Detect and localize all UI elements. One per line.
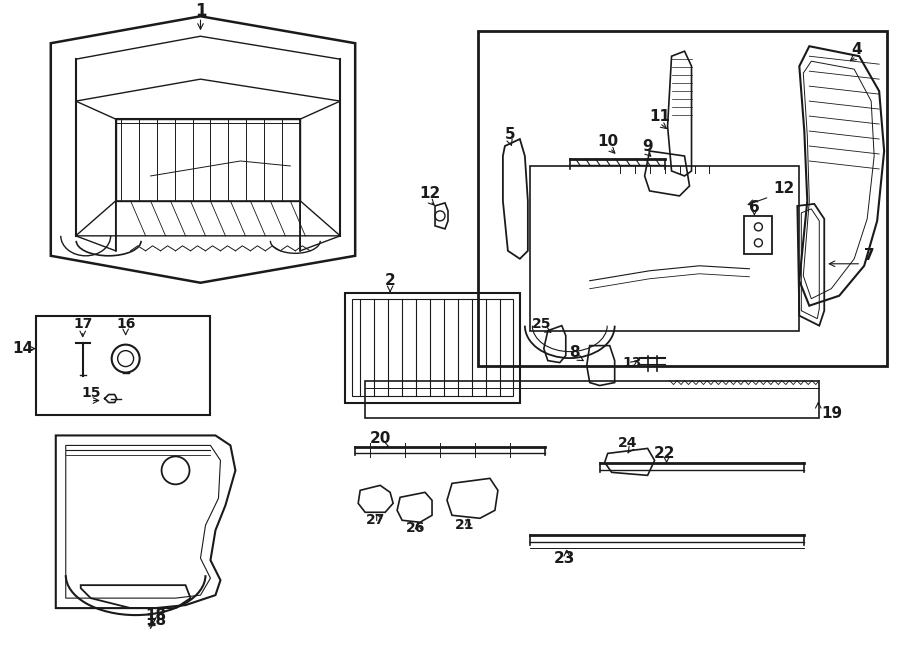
- Text: 15: 15: [81, 385, 101, 399]
- Text: 13: 13: [622, 356, 642, 369]
- Text: 24: 24: [618, 436, 637, 450]
- Bar: [346, 293, 520, 403]
- Text: 8: 8: [570, 345, 580, 360]
- Text: 20: 20: [370, 431, 391, 446]
- Text: 23: 23: [554, 551, 575, 566]
- Text: 27: 27: [365, 514, 385, 527]
- Text: 21: 21: [455, 518, 474, 532]
- Text: 18: 18: [145, 613, 166, 628]
- Bar: [365, 381, 819, 418]
- Text: 1: 1: [194, 2, 206, 20]
- Text: 25: 25: [532, 317, 552, 330]
- Text: 5: 5: [505, 126, 515, 141]
- Text: 6: 6: [749, 200, 760, 215]
- Text: 22: 22: [653, 446, 675, 461]
- Text: 12: 12: [419, 186, 441, 202]
- Bar: [352, 299, 513, 395]
- Text: 19: 19: [822, 406, 842, 421]
- Text: 12: 12: [774, 181, 795, 196]
- Text: 14: 14: [13, 341, 33, 356]
- Text: 4: 4: [850, 42, 861, 57]
- Text: 10: 10: [597, 134, 618, 149]
- Text: 26: 26: [405, 522, 425, 535]
- Text: 18: 18: [145, 607, 166, 623]
- Bar: [36, 316, 211, 416]
- Bar: [744, 216, 772, 254]
- Text: 7: 7: [864, 249, 875, 263]
- Text: 9: 9: [643, 139, 652, 153]
- Text: 11: 11: [649, 108, 670, 124]
- Text: 2: 2: [384, 273, 395, 288]
- Text: 16: 16: [116, 317, 135, 330]
- Text: 17: 17: [73, 317, 93, 330]
- Bar: [478, 31, 887, 366]
